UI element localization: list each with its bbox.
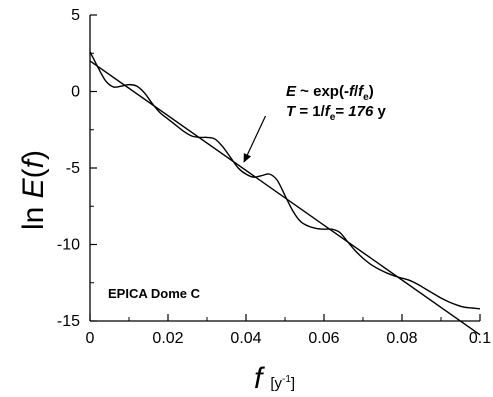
fit-f2: f <box>358 83 365 100</box>
dataset-label: EPICA Dome C <box>108 286 201 301</box>
y-tick-label: 5 <box>71 7 80 24</box>
x-tick-label: 0.04 <box>230 330 261 347</box>
x-axis-title-unit-prefix: [y <box>270 375 282 392</box>
y-axis-title-close: ) <box>17 150 50 160</box>
period-unit: y <box>373 103 386 120</box>
x-tick-label: 0.1 <box>469 330 491 347</box>
period-T: T <box>286 103 297 120</box>
y-tick-label: -15 <box>57 313 80 330</box>
spectrum-curve <box>89 51 481 310</box>
x-tick-label: 0 <box>86 330 95 347</box>
period-f: f <box>325 103 332 120</box>
y-axis-title-prefix: ln <box>17 198 50 230</box>
x-axis-title-symbol: f <box>254 362 265 395</box>
period-sub: e <box>330 112 336 123</box>
axes <box>89 15 480 322</box>
y-axis-title-open: ( <box>17 168 50 178</box>
series <box>89 51 481 336</box>
x-tick-label: 0.06 <box>308 330 339 347</box>
period-value: 176 <box>348 103 374 120</box>
x-axis-title: f [y-1] <box>254 362 295 395</box>
fit-close: ) <box>369 83 374 100</box>
annotation-arrow <box>243 115 267 163</box>
fit-f: f <box>349 83 356 100</box>
fit-slash: / <box>354 83 359 100</box>
ticks: 0 0.02 0.04 0.06 0.08 0.1 5 0 -5 -10 -15 <box>57 7 491 347</box>
fit-sub: e <box>363 92 369 103</box>
exponential-fit-line <box>89 60 481 336</box>
x-axis-title-unit-exp: -1 <box>282 374 291 385</box>
y-axis-title: ln E(f) <box>17 150 50 230</box>
fit-annotation-line2: T = 1/fe= 176 y <box>286 103 386 123</box>
y-tick-label: 0 <box>71 84 80 101</box>
y-tick-label: -10 <box>57 237 80 254</box>
y-tick-label: -5 <box>66 160 80 177</box>
fit-rest: ~ exp(- <box>296 83 349 100</box>
x-tick-label: 0.02 <box>152 330 183 347</box>
fit-annotation: E ~ exp(-f/fe) T = 1/fe= 176 y <box>243 83 386 163</box>
x-tick-label: 0.08 <box>386 330 417 347</box>
period-eq: = 1/ <box>295 103 325 120</box>
x-axis-title-unit-suffix: ] <box>291 375 295 392</box>
fit-E: E <box>286 83 297 100</box>
y-axis-title-symbol: E <box>17 177 50 198</box>
y-axis-title-arg: f <box>17 157 50 168</box>
period-eq2: = <box>335 103 348 120</box>
fit-annotation-line1: E ~ exp(-f/fe) <box>286 83 374 103</box>
